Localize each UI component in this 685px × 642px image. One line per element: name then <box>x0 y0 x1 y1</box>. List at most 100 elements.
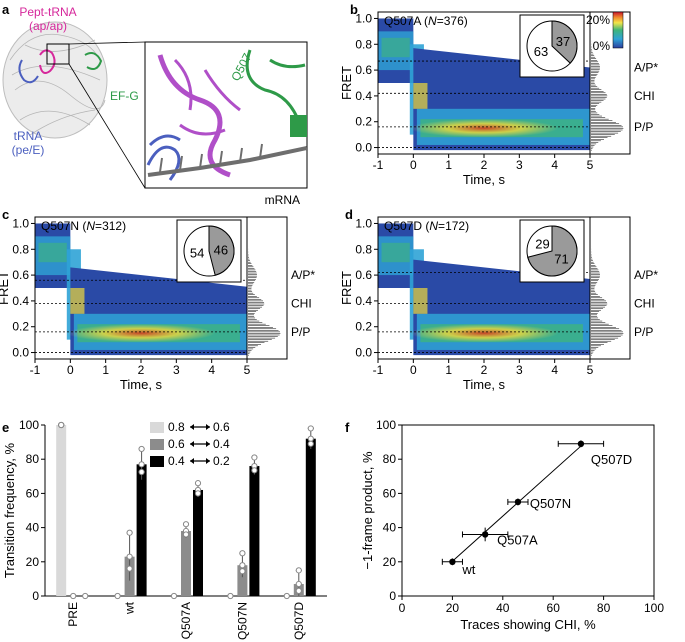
replicate-point <box>194 480 202 487</box>
bar <box>237 565 248 596</box>
x-tick-label: 5 <box>587 158 594 172</box>
y-tick-label: 0.6 <box>12 268 29 282</box>
x-tick-label: 0 <box>410 363 417 377</box>
legend-swatch <box>150 422 164 433</box>
data-point <box>514 498 522 506</box>
y-tick-label: 20 <box>383 555 397 569</box>
y-tick-label: 40 <box>383 521 397 535</box>
replicate-point <box>251 467 258 474</box>
mutant-name: Q507A <box>384 14 421 28</box>
y-tick-label: 0.0 <box>355 141 372 155</box>
bar <box>193 489 203 596</box>
replicate-point <box>114 592 121 600</box>
pie-white-label: 63 <box>534 44 548 59</box>
x-tick-label: 1 <box>445 363 452 377</box>
legend-right-value: 0.6 <box>213 420 230 434</box>
replicate-point <box>239 568 246 575</box>
mutant-name: Q507N <box>41 219 79 233</box>
legend-left-value: 0.6 <box>168 437 185 451</box>
state-label: A/P* <box>634 268 658 282</box>
x-tick-label: 3 <box>173 363 180 377</box>
point-label: Q507D <box>591 452 632 467</box>
x-tick-label: 3 <box>516 158 523 172</box>
n-close: ) <box>122 219 126 233</box>
state-label: P/P <box>634 325 653 339</box>
legend-arrowheads <box>190 458 210 464</box>
x-tick-label: 4 <box>208 363 215 377</box>
panel-a-letter: a <box>2 2 10 17</box>
mutant-title: Q507N (N=312) <box>41 219 126 233</box>
replicate-point <box>194 490 202 497</box>
n-open: ( <box>422 219 429 233</box>
y-tick-label: 0.0 <box>12 346 29 360</box>
x-tick-label: -1 <box>30 363 41 377</box>
panel-c-letter: c <box>2 207 9 222</box>
x-axis-label: Time, s <box>463 377 506 392</box>
replicate-point <box>307 440 314 447</box>
replicate-point <box>58 421 65 429</box>
replicate-point <box>126 529 133 536</box>
chi-hotspot <box>413 288 428 314</box>
y-tick-label: 60 <box>383 486 397 500</box>
legend-left-value: 0.4 <box>168 454 185 468</box>
replicate-point <box>227 592 234 600</box>
pie-grey-slice <box>527 225 578 277</box>
y-tick-label: 100 <box>376 418 396 432</box>
replicate-point <box>295 580 302 588</box>
panel-f-scatter-chart: f 0 20 40 60 80 100 0 20 40 60 80 100 Traces showing … <box>345 418 664 632</box>
panel-f-letter: f <box>345 420 350 435</box>
replicate-point <box>70 592 77 600</box>
efg-label: EF-G <box>110 89 139 103</box>
panel-e-letter: e <box>2 420 9 435</box>
data-point <box>449 558 456 565</box>
pept-trna-sites-label: (ap/ap) <box>29 19 67 33</box>
point-label: Q507A <box>497 532 538 547</box>
panel-c-heatmap: c -1 0 1 2 3 4 5 0.0 0.2 0.4 0.6 0.8 1.0 Time, s FRET A/… <box>0 207 315 392</box>
replicate-point <box>82 592 89 600</box>
x-tick-label: 0 <box>67 363 74 377</box>
n-close: ) <box>464 14 468 28</box>
replicate-point <box>126 553 133 560</box>
state-label: CHI <box>634 89 655 103</box>
x-tick-label: 0 <box>410 158 417 172</box>
n-equals: = <box>437 14 444 28</box>
pre-state-peak <box>381 242 410 263</box>
heatmap-density <box>378 18 590 151</box>
pie-grey-label: 37 <box>556 34 570 49</box>
y-axis-label: FRET <box>339 271 354 305</box>
post-state-hotspot <box>409 119 559 138</box>
state-label: P/P <box>291 325 310 339</box>
y-tick-label: 0 <box>32 589 39 603</box>
colorbar: 20% 0% <box>586 11 624 53</box>
y-tick-label: 0.4 <box>355 294 372 308</box>
x-tick-label: 4 <box>551 158 558 172</box>
legend-left-value: 0.8 <box>168 420 185 434</box>
data-point <box>577 440 585 448</box>
x-tick-label: 20 <box>446 601 460 615</box>
x-tick-label: 4 <box>551 363 558 377</box>
replicate-point <box>251 454 258 461</box>
trna-sites-label: (pe/E) <box>12 143 45 157</box>
histogram-frame <box>246 216 288 360</box>
legend-arrowheads <box>190 424 210 430</box>
histogram-frame <box>589 216 631 360</box>
y-tick-label: 1.0 <box>355 11 372 25</box>
legend-right-value: 0.2 <box>213 454 230 468</box>
pie-white-label: 29 <box>535 237 549 252</box>
y-tick-label: 0.2 <box>355 115 372 129</box>
efg-shape <box>84 52 103 70</box>
point-label: wt <box>461 562 475 577</box>
n-open: ( <box>421 14 428 28</box>
y-tick-label: 40 <box>26 521 40 535</box>
x-tick-label: 2 <box>481 158 488 172</box>
y-tick-label: 0.8 <box>355 37 372 51</box>
histogram-frame <box>589 11 631 155</box>
y-tick-label: 0.4 <box>355 89 372 103</box>
n-value: 376 <box>444 14 464 28</box>
state-label: A/P* <box>291 268 315 282</box>
replicate-point <box>182 521 190 528</box>
trna-label: tRNA <box>14 129 43 143</box>
x-tick-label: 100 <box>644 601 664 615</box>
